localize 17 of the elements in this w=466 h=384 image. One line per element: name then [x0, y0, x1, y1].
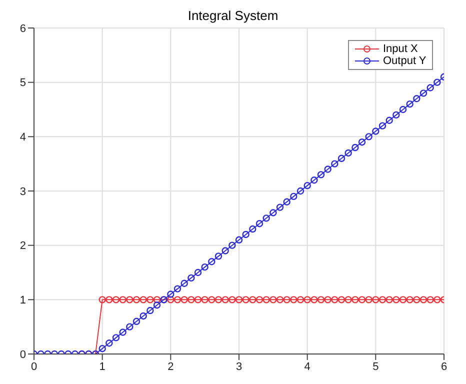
x-tick-label: 1 — [99, 360, 106, 373]
y-tick-label: 3 — [20, 186, 26, 198]
chart-title: Integral System — [186, 8, 280, 24]
y-tick-label: 2 — [20, 240, 26, 252]
x-tick-label: 5 — [372, 360, 379, 373]
y-tick-label: 0 — [20, 348, 26, 361]
y-tick-label: 5 — [20, 77, 26, 90]
x-tick-label: 4 — [304, 360, 310, 373]
y-tick-label: 4 — [20, 132, 26, 144]
y-tick-label: 1 — [20, 294, 26, 307]
y-tick-label: 6 — [20, 22, 26, 35]
legend-label: Input X — [383, 43, 418, 55]
x-tick-label: 6 — [440, 360, 448, 373]
x-tick-label: 0 — [30, 360, 38, 373]
legend-label: Output Y — [383, 55, 426, 67]
x-tick-label: 2 — [168, 360, 174, 373]
x-tick-label: 3 — [236, 360, 242, 373]
